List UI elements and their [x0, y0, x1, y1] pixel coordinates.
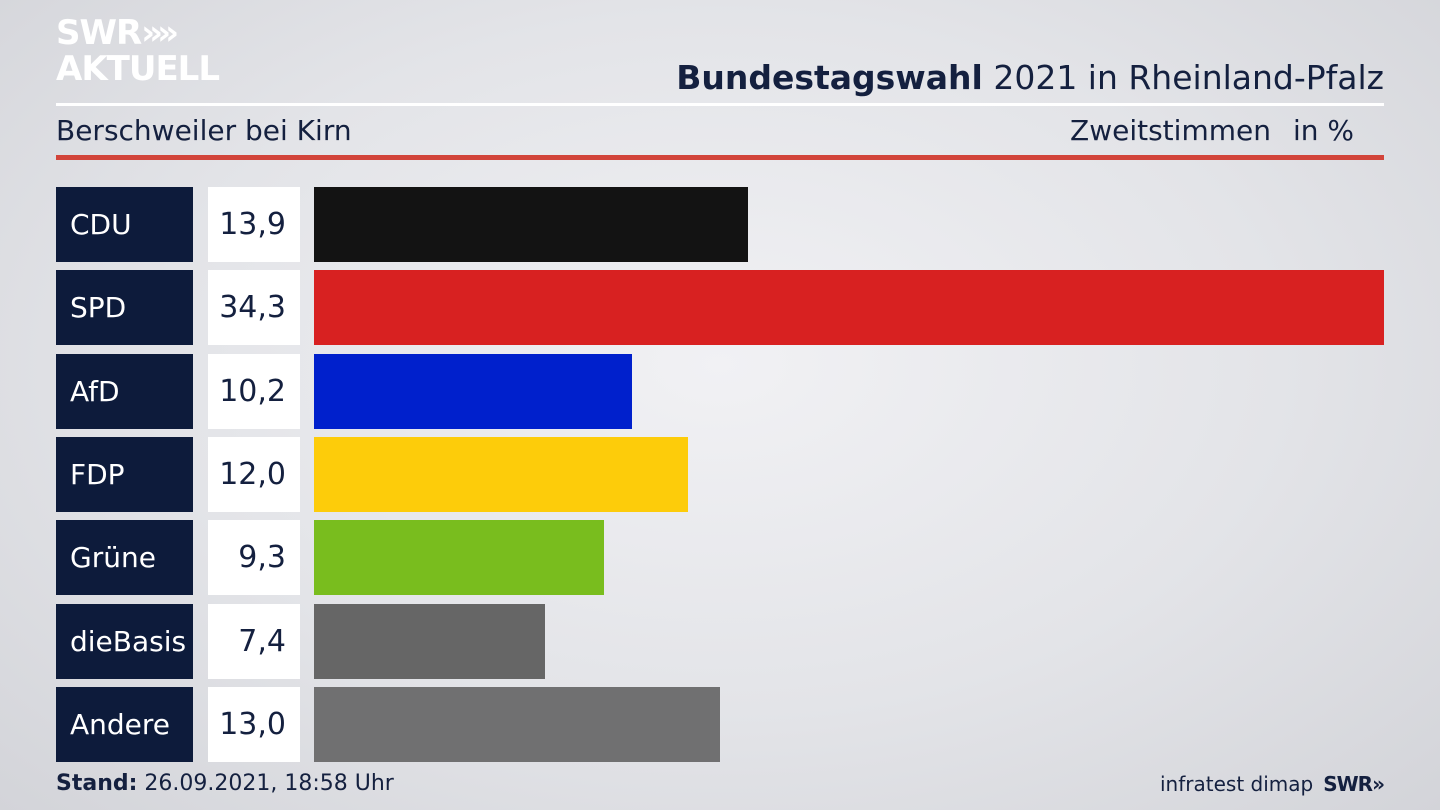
source-label: infratest dimap — [1160, 772, 1314, 796]
party-label: Andere — [56, 686, 193, 762]
unit-label: in % — [1292, 114, 1354, 147]
measure-unit: Zweitstimmen in % — [1070, 114, 1354, 147]
logo-swr-text: SWR — [56, 13, 142, 53]
value-label: 34,3 — [208, 270, 300, 346]
title-bold: Bundestagswahl — [676, 58, 983, 97]
value-label: 9,3 — [208, 520, 300, 596]
location-subtitle: Berschweiler bei Kirn — [56, 114, 352, 147]
header-accent-rule — [56, 155, 1384, 160]
party-label: FDP — [56, 436, 193, 512]
logo-aktuell-text: AKTUELL — [56, 49, 220, 89]
bar — [314, 686, 720, 762]
party-label: dieBasis — [56, 603, 193, 679]
value-label: 7,4 — [208, 603, 300, 679]
timestamp: Stand: 26.09.2021, 18:58 Uhr — [56, 771, 394, 796]
party-label: AfD — [56, 353, 193, 429]
swr-aktuell-logo: SWR»» AKTUELL — [56, 13, 220, 89]
source-credit: infratest dimap SWR» — [1160, 772, 1385, 796]
bar — [314, 436, 689, 512]
value-label: 13,0 — [208, 686, 300, 762]
value-label: 13,9 — [208, 187, 300, 262]
measure-label: Zweitstimmen — [1070, 114, 1271, 147]
title-rest: 2021 in Rheinland-Pfalz — [982, 58, 1384, 97]
bar — [314, 353, 633, 429]
party-label: CDU — [56, 187, 193, 262]
bar — [314, 270, 1384, 346]
value-label: 10,2 — [208, 353, 300, 429]
stand-label: Stand: — [56, 771, 138, 796]
title-divider — [56, 103, 1384, 106]
stand-value: 26.09.2021, 18:58 Uhr — [137, 771, 394, 796]
bar — [314, 603, 545, 679]
chart-title: Bundestagswahl 2021 in Rheinland-Pfalz — [676, 58, 1384, 97]
bar — [314, 520, 605, 596]
bar — [314, 187, 748, 262]
value-label: 12,0 — [208, 436, 300, 512]
party-label: SPD — [56, 270, 193, 346]
party-label: Grüne — [56, 520, 193, 596]
swr-footer-logo: SWR» — [1323, 772, 1385, 796]
